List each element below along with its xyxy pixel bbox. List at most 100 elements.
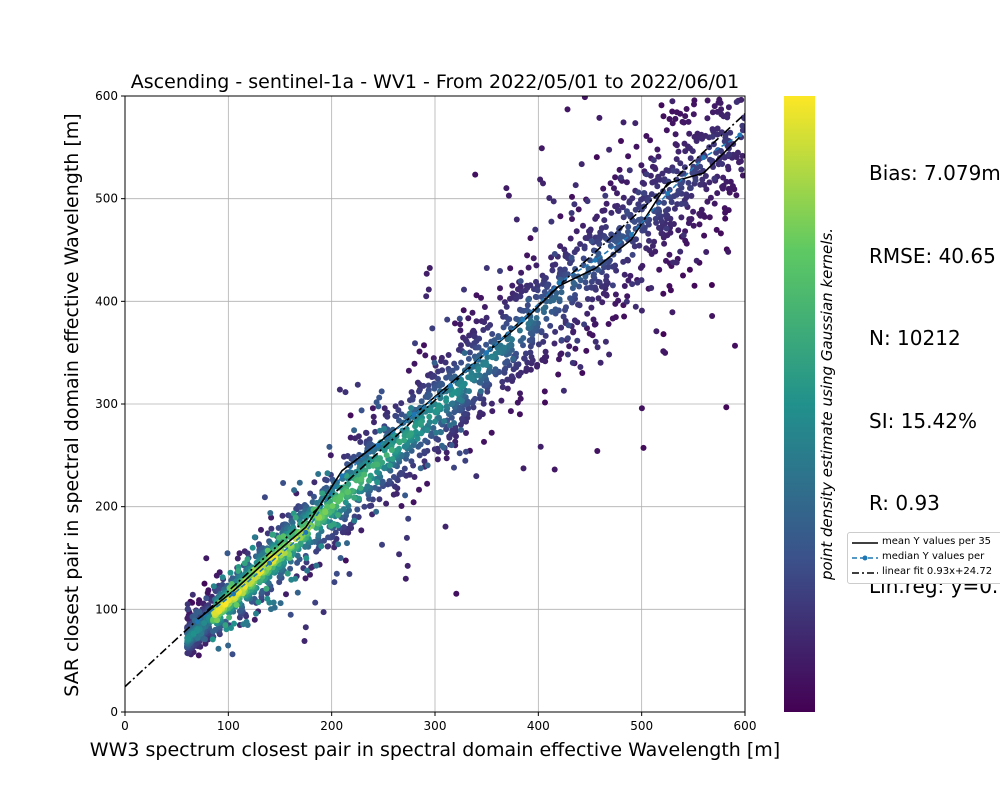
scatter-point (540, 180, 546, 187)
scatter-point (608, 209, 615, 216)
linear-fit-line (125, 113, 745, 688)
scatter-point (648, 285, 655, 291)
median-line (196, 134, 741, 623)
scatter-point (525, 320, 532, 327)
scatter-point (342, 499, 349, 506)
scatter-point (540, 306, 547, 313)
scatter-point (703, 249, 710, 255)
scatter-point (439, 381, 446, 388)
scatter-point (698, 206, 705, 213)
scatter-point (634, 279, 641, 286)
scatter-point (618, 138, 624, 144)
scatter-point (552, 328, 559, 335)
scatter-point (715, 147, 721, 154)
legend-label-median: median Y values per (882, 551, 985, 562)
scatter-point (231, 620, 237, 627)
scatter-point (733, 192, 740, 199)
scatter-point (629, 251, 636, 258)
scatter-point (588, 304, 595, 311)
scatter-point (438, 358, 445, 365)
scatter-point (433, 435, 440, 442)
scatter-point (386, 462, 393, 469)
scatter-point (722, 209, 729, 216)
scatter-point (201, 620, 208, 626)
scatter-point (251, 534, 258, 541)
legend-line-dashed-icon (852, 555, 878, 561)
scatter-point (408, 458, 415, 465)
scatter-point (534, 361, 541, 368)
scatter-point (640, 444, 647, 451)
scatter-point (547, 322, 554, 329)
scatter-point (361, 503, 368, 510)
scatter-point (560, 313, 567, 320)
scatter-point (558, 337, 565, 343)
scatter-point (417, 419, 424, 426)
scatter-point (651, 238, 658, 245)
scatter-point (185, 635, 191, 642)
scatter-point (219, 574, 226, 581)
scatter-point (708, 282, 715, 288)
scatter-point (253, 610, 259, 617)
scatter-point (643, 171, 650, 178)
scatter-point (572, 292, 578, 298)
scatter-point (251, 616, 258, 623)
plot-area: 0 100 200 300 400 500 600 0 100 200 300 400 500 600 (95, 89, 756, 733)
scatter-point (341, 524, 347, 531)
scatter-point (423, 270, 430, 277)
scatter-point (544, 284, 550, 290)
scatter-point (483, 341, 490, 348)
scatter-point (727, 178, 734, 185)
scatter-point (609, 282, 616, 289)
scatter-point (582, 279, 589, 286)
scatter-point (316, 514, 323, 521)
scatter-point (488, 429, 495, 436)
scatter-point (235, 568, 242, 574)
scatter-point (268, 606, 274, 613)
scatter-point (632, 303, 639, 310)
x-tick-label: 200 (320, 719, 343, 733)
scatter-point (655, 153, 662, 160)
scatter-point (626, 167, 633, 174)
scatter-point (662, 212, 669, 219)
y-axis-label: SAR closest pair in spectral domain effe… (61, 113, 83, 696)
scatter-point (542, 399, 548, 406)
scatter-point (738, 166, 745, 173)
scatter-point (215, 607, 222, 613)
scatter-point (448, 401, 455, 408)
scatter-point (643, 245, 650, 252)
scatter-point (354, 506, 361, 513)
scatter-point (575, 206, 582, 213)
mean-line (196, 136, 741, 621)
scatter-point (356, 495, 362, 502)
scatter-point (405, 515, 412, 522)
scatter-point (442, 523, 449, 530)
scatter-point (210, 628, 216, 635)
legend-label-mean: mean Y values per 35 (882, 536, 992, 547)
scatter-point (530, 255, 537, 262)
scatter-point (463, 448, 469, 455)
scatter-point (431, 385, 438, 392)
scatter-point (578, 161, 585, 168)
scatter-point (507, 408, 514, 415)
scatter-point (406, 410, 413, 417)
scatter-point (373, 508, 380, 515)
scatter-point (347, 434, 354, 441)
scatter-point (412, 340, 418, 347)
scatter-point (614, 190, 620, 197)
scatter-point (688, 192, 695, 199)
scatter-point (421, 448, 428, 455)
scatter-point (414, 435, 421, 442)
scatter-point (366, 477, 372, 484)
scatter-point (569, 216, 575, 222)
scatter-point (473, 318, 480, 325)
scatter-point (526, 337, 533, 344)
scatter-point (551, 340, 558, 347)
scatter-point (411, 474, 418, 480)
scatter-point (213, 572, 220, 579)
scatter-point (255, 599, 262, 606)
scatter-point (203, 595, 210, 602)
median-marker (448, 383, 453, 389)
scatter-point (601, 207, 608, 214)
scatter-point (605, 321, 612, 327)
scatter-point (672, 115, 679, 122)
